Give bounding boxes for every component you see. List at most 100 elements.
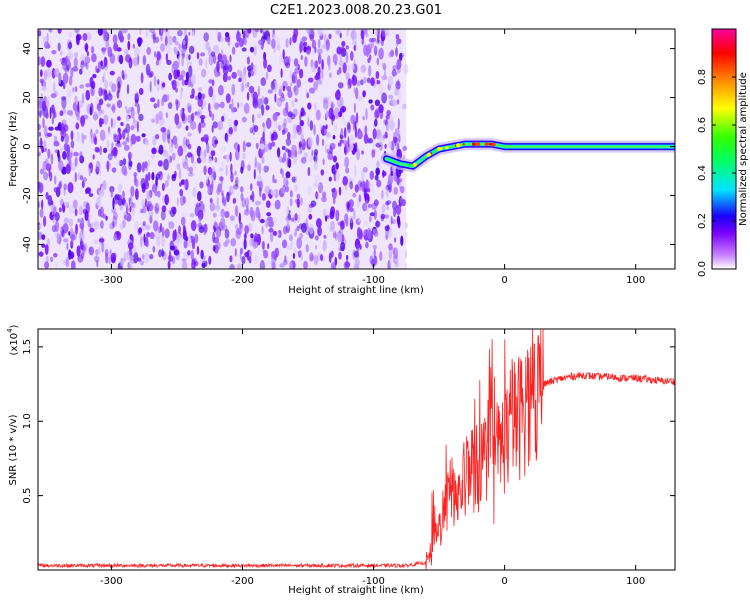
noise-speckle — [117, 132, 123, 141]
noise-speckle — [254, 200, 261, 206]
noise-speckle — [95, 166, 100, 175]
noise-speckle — [323, 234, 327, 239]
noise-speckle — [213, 225, 216, 231]
noise-speckle — [294, 150, 298, 158]
noise-speckle — [381, 189, 384, 200]
noise-speckle — [141, 198, 146, 208]
noise-speckle — [389, 256, 392, 267]
noise-speckle — [72, 87, 75, 93]
noise-speckle — [174, 113, 180, 125]
noise-speckle — [94, 239, 98, 245]
noise-speckle — [223, 241, 229, 247]
noise-speckle — [80, 115, 85, 127]
noise-speckle — [110, 252, 116, 264]
noise-speckle — [390, 49, 395, 57]
noise-speckle — [38, 182, 44, 194]
noise-speckle — [230, 238, 237, 247]
noise-speckle — [181, 114, 188, 124]
noise-speckle — [50, 256, 54, 263]
noise-speckle — [139, 260, 145, 266]
noise-speckle — [332, 53, 338, 64]
noise-speckle — [100, 109, 105, 115]
noise-speckle — [309, 154, 313, 163]
noise-speckle — [70, 260, 76, 269]
noise-speckle — [274, 199, 281, 210]
noise-speckle — [279, 85, 283, 92]
noise-speckle — [179, 189, 184, 197]
noise-speckle — [221, 54, 228, 65]
noise-speckle — [161, 183, 165, 191]
snr-y-tick-label: 1.5 — [22, 339, 33, 355]
noise-speckle — [68, 218, 74, 227]
noise-speckle — [146, 232, 151, 238]
noise-speckle — [259, 186, 262, 198]
noise-speckle — [396, 176, 400, 186]
noise-speckle — [145, 30, 149, 38]
noise-speckle — [362, 202, 368, 212]
noise-speckle — [179, 182, 182, 187]
noise-speckle — [177, 145, 184, 157]
noise-speckle — [337, 82, 344, 89]
noise-speckle — [180, 69, 186, 78]
noise-speckle — [63, 217, 69, 224]
noise-speckle — [224, 228, 230, 239]
noise-speckle — [385, 214, 389, 219]
noise-speckle — [334, 256, 338, 266]
noise-speckle — [292, 123, 299, 135]
noise-speckle — [68, 31, 73, 39]
noise-speckle — [395, 47, 398, 57]
noise-speckle — [340, 220, 345, 230]
noise-speckle — [338, 242, 341, 250]
noise-speckle — [226, 192, 230, 203]
noise-speckle — [111, 118, 116, 129]
noise-speckle — [386, 110, 391, 116]
noise-speckle — [285, 137, 292, 146]
noise-speckle — [132, 202, 136, 209]
colorbar-tick-label: 0.4 — [697, 165, 708, 181]
noise-speckle — [46, 32, 49, 44]
noise-speckle — [103, 56, 108, 68]
noise-speckle — [381, 62, 386, 68]
noise-speckle — [211, 124, 214, 133]
noise-speckle — [142, 254, 145, 260]
noise-speckle — [159, 29, 162, 36]
snr-x-tick-label: 0 — [501, 576, 507, 587]
noise-speckle — [213, 171, 217, 181]
noise-speckle — [74, 52, 78, 58]
noise-speckle — [102, 75, 105, 83]
noise-speckle — [354, 164, 357, 177]
noise-speckle — [94, 146, 100, 153]
noise-speckle — [199, 149, 203, 161]
noise-speckle — [321, 59, 324, 71]
noise-speckle — [276, 44, 281, 51]
noise-speckle — [354, 142, 358, 153]
noise-speckle — [57, 29, 62, 34]
noise-speckle — [241, 74, 247, 83]
noise-speckle — [162, 250, 165, 257]
noise-speckle — [289, 69, 292, 79]
noise-speckle — [395, 204, 402, 215]
noise-speckle — [372, 244, 377, 250]
noise-speckle — [158, 249, 162, 258]
noise-speckle — [313, 124, 316, 136]
noise-speckle — [367, 138, 373, 144]
noise-speckle — [239, 247, 244, 255]
noise-speckle — [59, 58, 63, 63]
noise-speckle — [187, 250, 191, 256]
noise-speckle — [378, 136, 383, 146]
noise-speckle — [345, 45, 349, 50]
noise-speckle — [225, 93, 231, 104]
noise-speckle — [157, 190, 161, 198]
noise-speckle — [133, 251, 139, 264]
noise-speckle — [127, 263, 133, 269]
noise-speckle — [260, 218, 265, 224]
noise-speckle — [362, 115, 365, 121]
noise-speckle — [77, 114, 80, 124]
noise-speckle — [65, 163, 71, 175]
noise-speckle — [200, 115, 206, 120]
noise-speckle — [345, 72, 350, 80]
noise-speckle — [353, 250, 360, 258]
noise-speckle — [153, 75, 157, 87]
noise-speckle — [364, 199, 370, 212]
noise-speckle — [335, 90, 341, 101]
